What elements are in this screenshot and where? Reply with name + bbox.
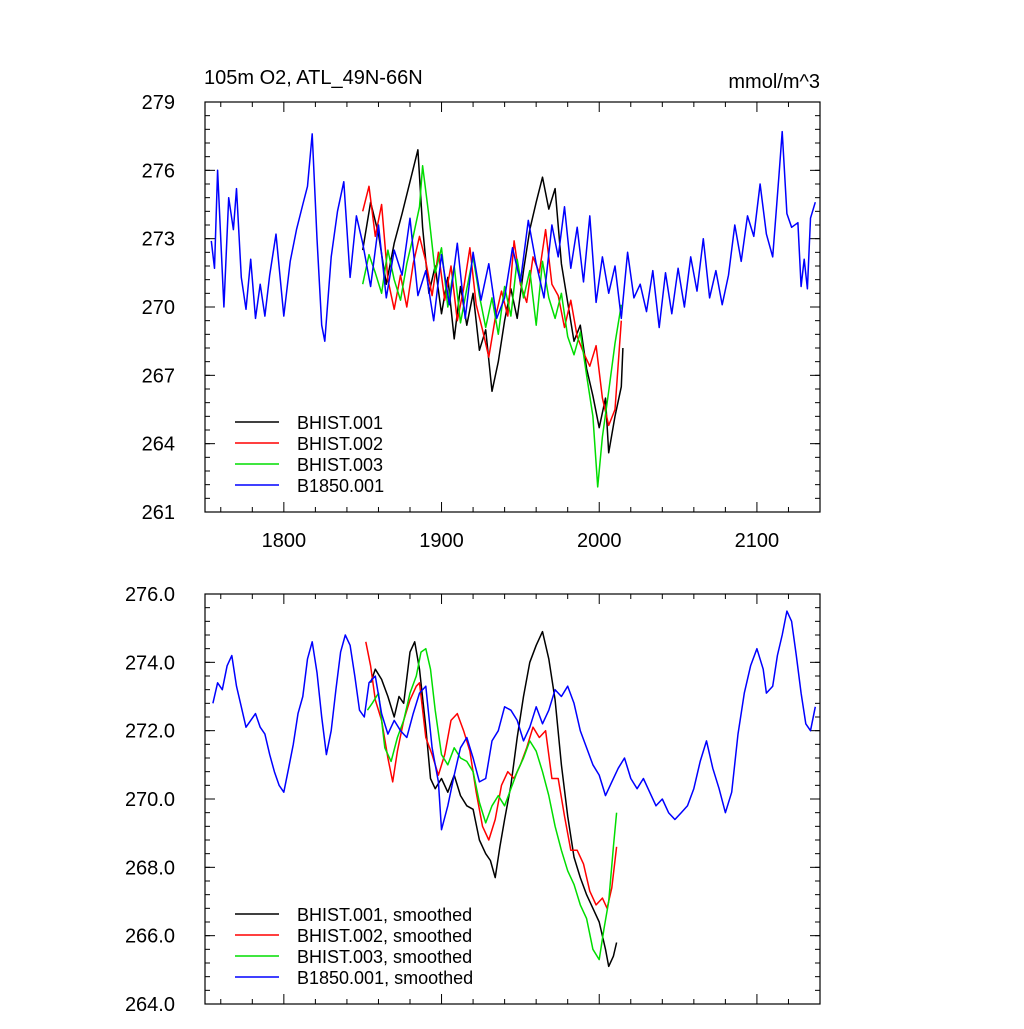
y-tick-label: 272.0 [125, 721, 175, 743]
y-tick-label: 273 [142, 229, 175, 251]
legend-label: BHIST.003, smoothed [297, 947, 472, 967]
top-series-lines [210, 130, 817, 488]
legend-label: B1850.001 [297, 476, 384, 496]
y-tick-label: 276.0 [125, 584, 175, 606]
y-tick-label: 264 [142, 434, 175, 456]
y-tick-label: 267 [142, 365, 175, 387]
y-tick-label: 270.0 [125, 789, 175, 811]
top-panel: 105m O2, ATL_49N-66N mmol/m^3 1800 1900 20… [142, 67, 821, 552]
y-tick-label: 264.0 [125, 994, 175, 1016]
y-tick-label: 268.0 [125, 857, 175, 879]
units-label: mmol/m^3 [728, 71, 820, 93]
series-line-3 [212, 610, 817, 831]
bottom-series-lines [212, 610, 817, 968]
top-plot-frame [204, 101, 821, 513]
y-tick-label: 276 [142, 160, 175, 182]
series-line-3 [210, 130, 817, 342]
bottom-panel: 264.0 266.0 268.0 270.0 272.0 274.0 276.0 BHIS… [125, 584, 821, 1016]
bottom-plot-frame [204, 593, 821, 1005]
series-line-0 [361, 149, 624, 454]
y-tick-label: 266.0 [125, 926, 175, 948]
legend-label: B1850.001, smoothed [297, 968, 473, 988]
series-line-1 [365, 641, 618, 910]
legend-label: BHIST.001, smoothed [297, 905, 472, 925]
legend-label: BHIST.002 [297, 434, 383, 454]
y-tick-label: 279 [142, 92, 175, 114]
series-line-0 [369, 630, 618, 968]
y-tick-label: 270 [142, 297, 175, 319]
x-tick-label: 2000 [577, 530, 622, 552]
series-line-2 [366, 647, 618, 961]
legend-label: BHIST.002, smoothed [297, 926, 472, 946]
series-line-2 [361, 165, 623, 488]
x-tick-label: 2100 [735, 530, 780, 552]
x-tick-label: 1800 [262, 530, 307, 552]
y-tick-label: 261 [142, 502, 175, 524]
legend-label: BHIST.001 [297, 413, 383, 433]
x-tick-label: 1900 [419, 530, 464, 552]
chart-title: 105m O2, ATL_49N-66N [204, 67, 423, 89]
y-tick-label: 274.0 [125, 652, 175, 674]
top-axis-ticks: 1800 1900 2000 2100 261 264 267 270 273 276 279 [142, 92, 821, 552]
bottom-axis-ticks: 264.0 266.0 268.0 270.0 272.0 274.0 276.0 [125, 584, 821, 1016]
legend-label: BHIST.003 [297, 455, 383, 475]
